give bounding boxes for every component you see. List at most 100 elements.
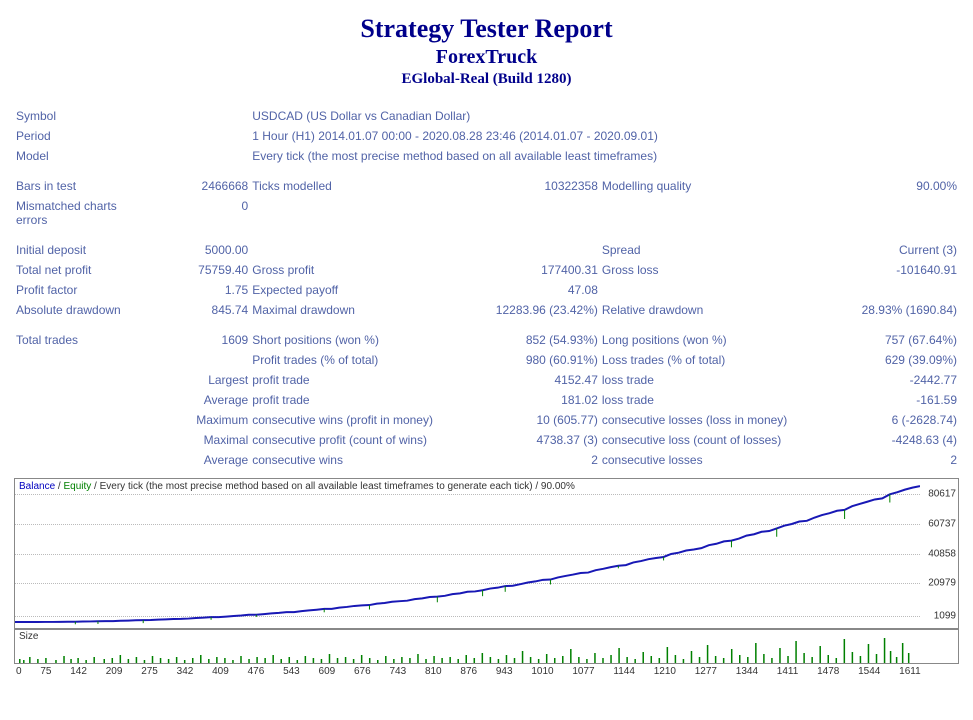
row-profit-trades: Profit trades (% of total) 980 (60.91%) … bbox=[14, 350, 959, 370]
report-title: Strategy Tester Report bbox=[14, 14, 959, 44]
max-drawdown-label: Maximal drawdown bbox=[250, 300, 467, 320]
x-axis-label: 743 bbox=[389, 666, 406, 677]
x-axis-label: 1144 bbox=[613, 666, 635, 677]
symbol-value: USDCAD (US Dollar vs Canadian Dollar) bbox=[250, 106, 959, 126]
max-cons-wins-label: consecutive wins (profit in money) bbox=[250, 410, 467, 430]
largest-profit-trade-label: profit trade bbox=[250, 370, 467, 390]
profit-factor-label: Profit factor bbox=[14, 280, 137, 300]
row-total-trades: Total trades 1609 Short positions (won %… bbox=[14, 330, 959, 350]
gross-loss-label: Gross loss bbox=[600, 260, 808, 280]
avg-cons-wins-value: 2 bbox=[468, 450, 600, 470]
x-axis-label: 1344 bbox=[736, 666, 758, 677]
abs-drawdown-value: 845.74 bbox=[137, 300, 250, 320]
long-pos-value: 757 (67.64%) bbox=[808, 330, 959, 350]
x-axis-label: 943 bbox=[496, 666, 513, 677]
max-cons-profit-label: consecutive profit (count of wins) bbox=[250, 430, 467, 450]
avg-cons-losses-value: 2 bbox=[808, 450, 959, 470]
average2-label: Average bbox=[137, 450, 250, 470]
bars-in-test-value: 2466668 bbox=[137, 176, 250, 196]
total-trades-value: 1609 bbox=[137, 330, 250, 350]
row-largest: Largest profit trade 4152.47 loss trade … bbox=[14, 370, 959, 390]
model-value: Every tick (the most precise method base… bbox=[250, 146, 959, 166]
largest-loss-trade-value: -2442.77 bbox=[808, 370, 959, 390]
x-axis-label: 1611 bbox=[899, 666, 921, 677]
balance-chart: Balance / Equity / Every tick (the most … bbox=[14, 478, 959, 664]
x-axis-label: 1277 bbox=[695, 666, 717, 677]
row-symbol: Symbol USDCAD (US Dollar vs Canadian Dol… bbox=[14, 106, 959, 126]
x-axis-label: 342 bbox=[177, 666, 194, 677]
short-pos-value: 852 (54.93%) bbox=[468, 330, 600, 350]
row-period: Period 1 Hour (H1) 2014.01.07 00:00 - 20… bbox=[14, 126, 959, 146]
y-axis-label: 20979 bbox=[928, 578, 956, 589]
report-subtitle: ForexTruck bbox=[14, 46, 959, 69]
expected-payoff-value: 47.08 bbox=[468, 280, 600, 300]
row-model: Model Every tick (the most precise metho… bbox=[14, 146, 959, 166]
x-axis-label: 142 bbox=[70, 666, 87, 677]
max-cons-loss-value: -4248.63 (4) bbox=[808, 430, 959, 450]
model-quality-label: Modelling quality bbox=[600, 176, 808, 196]
x-axis-label: 543 bbox=[283, 666, 300, 677]
report-header: Strategy Tester Report ForexTruck EGloba… bbox=[14, 14, 959, 88]
model-quality-value: 90.00% bbox=[808, 176, 959, 196]
profit-trades-label: Profit trades (% of total) bbox=[250, 350, 467, 370]
chart-x-axis: 0751422092753424094765436096767438108769… bbox=[14, 664, 959, 677]
legend-equity: Equity bbox=[63, 481, 91, 492]
maximum-label: Maximum bbox=[137, 410, 250, 430]
period-value: 1 Hour (H1) 2014.01.07 00:00 - 2020.08.2… bbox=[250, 126, 959, 146]
y-axis-label: 60737 bbox=[928, 518, 956, 529]
symbol-label: Symbol bbox=[14, 106, 137, 126]
total-trades-label: Total trades bbox=[14, 330, 137, 350]
largest-profit-trade-value: 4152.47 bbox=[468, 370, 600, 390]
gross-profit-value: 177400.31 bbox=[468, 260, 600, 280]
short-pos-label: Short positions (won %) bbox=[250, 330, 467, 350]
max-cons-loss-label: consecutive loss (count of losses) bbox=[600, 430, 808, 450]
avg-profit-trade-label: profit trade bbox=[250, 390, 467, 410]
net-profit-value: 75759.40 bbox=[137, 260, 250, 280]
max-drawdown-value: 12283.96 (23.42%) bbox=[468, 300, 600, 320]
legend-text: / Every tick (the most precise method ba… bbox=[91, 481, 575, 492]
x-axis-label: 609 bbox=[319, 666, 336, 677]
y-axis-label: 1099 bbox=[934, 611, 956, 622]
row-maximal: Maximal consecutive profit (count of win… bbox=[14, 430, 959, 450]
initial-deposit-label: Initial deposit bbox=[14, 240, 137, 260]
row-profit-factor: Profit factor 1.75 Expected payoff 47.08 bbox=[14, 280, 959, 300]
abs-drawdown-label: Absolute drawdown bbox=[14, 300, 137, 320]
x-axis-label: 1210 bbox=[654, 666, 676, 677]
gross-profit-label: Gross profit bbox=[250, 260, 467, 280]
max-cons-losses-value: 6 (-2628.74) bbox=[808, 410, 959, 430]
profit-factor-value: 1.75 bbox=[137, 280, 250, 300]
chart-legend: Balance / Equity / Every tick (the most … bbox=[19, 481, 575, 492]
period-label: Period bbox=[14, 126, 137, 146]
avg-loss-trade-value: -161.59 bbox=[808, 390, 959, 410]
x-axis-label: 1544 bbox=[858, 666, 880, 677]
row-mismatch: Mismatched charts errors 0 bbox=[14, 196, 959, 230]
rel-drawdown-value: 28.93% (1690.84) bbox=[808, 300, 959, 320]
row-maximum: Maximum consecutive wins (profit in mone… bbox=[14, 410, 959, 430]
max-cons-wins-value: 10 (605.77) bbox=[468, 410, 600, 430]
x-axis-label: 409 bbox=[212, 666, 229, 677]
x-axis-label: 209 bbox=[106, 666, 123, 677]
gross-loss-value: -101640.91 bbox=[808, 260, 959, 280]
row-net-profit: Total net profit 75759.40 Gross profit 1… bbox=[14, 260, 959, 280]
avg-profit-trade-value: 181.02 bbox=[468, 390, 600, 410]
avg-cons-losses-label: consecutive losses bbox=[600, 450, 808, 470]
mismatch-label: Mismatched charts errors bbox=[14, 196, 137, 230]
largest-loss-trade-label: loss trade bbox=[600, 370, 808, 390]
x-axis-label: 810 bbox=[425, 666, 442, 677]
max-cons-losses-label: consecutive losses (loss in money) bbox=[600, 410, 808, 430]
loss-trades-value: 629 (39.09%) bbox=[808, 350, 959, 370]
report-table: Symbol USDCAD (US Dollar vs Canadian Dol… bbox=[14, 106, 959, 470]
bars-in-test-label: Bars in test bbox=[14, 176, 137, 196]
row-bars: Bars in test 2466668 Ticks modelled 1032… bbox=[14, 176, 959, 196]
initial-deposit-value: 5000.00 bbox=[137, 240, 250, 260]
x-axis-label: 1411 bbox=[777, 666, 799, 677]
largest-label: Largest bbox=[137, 370, 250, 390]
avg-cons-wins-label: consecutive wins bbox=[250, 450, 467, 470]
size-bars-svg bbox=[15, 635, 920, 663]
x-axis-label: 0 bbox=[16, 666, 22, 677]
max-cons-profit-value: 4738.37 (3) bbox=[468, 430, 600, 450]
chart-bottom-panel: Size bbox=[15, 629, 958, 663]
net-profit-label: Total net profit bbox=[14, 260, 137, 280]
x-axis-label: 275 bbox=[141, 666, 158, 677]
expected-payoff-label: Expected payoff bbox=[250, 280, 467, 300]
